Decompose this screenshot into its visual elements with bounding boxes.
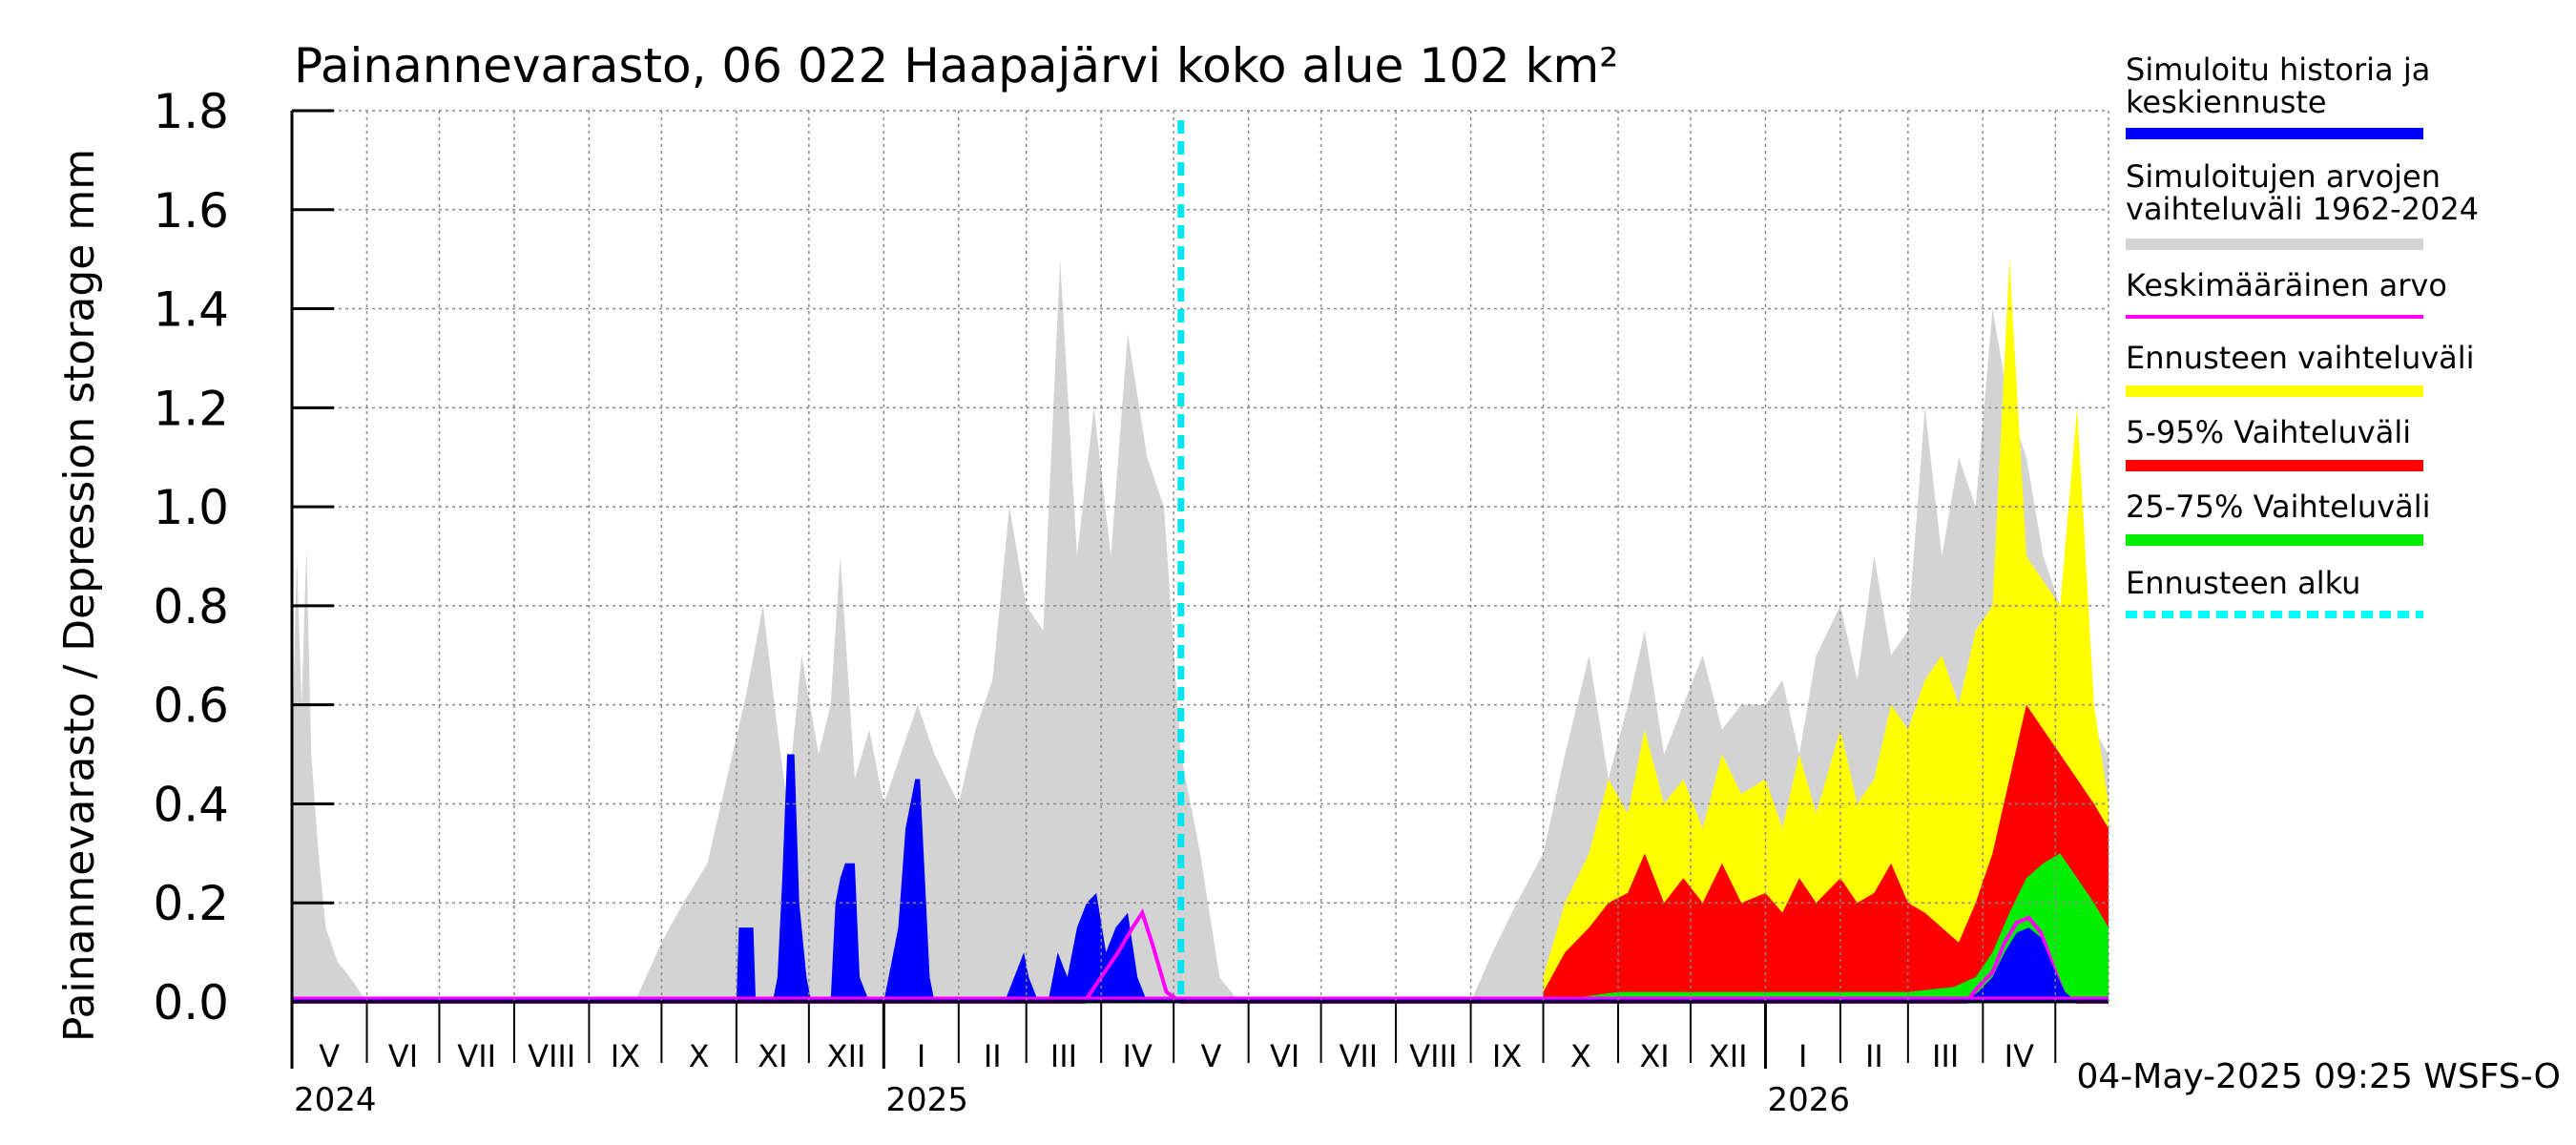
legend-item-6: Ennusteen alku	[2126, 565, 2423, 618]
x-month-label-6: XI	[758, 1038, 787, 1074]
x-month-label-1: VI	[388, 1038, 418, 1074]
legend-label-6: Ennusteen alku	[2126, 565, 2360, 601]
x-month-label-15: VIII	[1409, 1038, 1457, 1074]
axis-ticks: 0.00.20.40.60.81.01.21.41.61.8V VI VII VIII…	[153, 84, 2057, 1119]
x-year-label-0: 2024	[294, 1081, 377, 1119]
series-area-6	[1965, 927, 2109, 1002]
legend-label-0-line2: keskiennuste	[2126, 84, 2327, 120]
legend: Simuloitu historia jakeskiennusteSimuloi…	[2126, 52, 2479, 618]
y-tick-label-7: 1.4	[153, 282, 229, 338]
series-area-1	[1543, 259, 2109, 1003]
x-month-label-0: V	[319, 1038, 340, 1074]
x-month-label-8: I	[917, 1038, 925, 1074]
legend-label-2: Keskimääräinen arvo	[2126, 267, 2447, 303]
x-month-label-22: III	[1932, 1038, 1959, 1074]
y-tick-label-2: 0.4	[153, 777, 229, 832]
x-month-label-13: VI	[1270, 1038, 1299, 1074]
x-month-label-5: X	[689, 1038, 710, 1074]
y-tick-label-6: 1.2	[153, 381, 229, 436]
x-month-label-4: IX	[611, 1038, 640, 1074]
x-month-label-14: VII	[1339, 1038, 1378, 1074]
x-month-label-11: IV	[1123, 1038, 1153, 1074]
legend-item-4: 5-95% Vaihteluväli	[2126, 414, 2423, 471]
x-month-label-18: XI	[1639, 1038, 1669, 1074]
y-tick-label-5: 1.0	[153, 480, 229, 535]
legend-label-4: 5-95% Vaihteluväli	[2126, 414, 2411, 450]
x-month-label-10: III	[1050, 1038, 1077, 1074]
y-tick-label-4: 0.8	[153, 579, 229, 635]
x-month-label-19: XII	[1709, 1038, 1748, 1074]
legend-item-2: Keskimääräinen arvo	[2126, 267, 2447, 319]
y-tick-label-0: 0.0	[153, 975, 229, 1030]
marks-layer	[290, 111, 2109, 1069]
series-area-4	[292, 754, 2109, 1002]
x-month-label-9: II	[984, 1038, 1002, 1074]
x-year-label-2: 2026	[1767, 1081, 1850, 1119]
x-month-label-2: VII	[457, 1038, 496, 1074]
series-line-mean-5	[292, 907, 2109, 1004]
x-month-label-12: V	[1200, 1038, 1221, 1074]
legend-label-1-line2: vaihteluväli 1962-2024	[2126, 191, 2479, 227]
y-tick-label-1: 0.2	[153, 876, 229, 931]
legend-item-5: 25-75% Vaihteluväli	[2126, 489, 2430, 546]
legend-label-1: Simuloitujen arvojen	[2126, 158, 2441, 195]
x-month-label-3: VIII	[528, 1038, 575, 1074]
x-month-label-16: IX	[1492, 1038, 1522, 1074]
x-month-label-7: XII	[827, 1038, 866, 1074]
legend-label-3: Ennusteen vaihteluväli	[2126, 340, 2475, 376]
y-axis-label: Painannevarasto / Depression storage mm	[55, 149, 104, 1042]
x-month-label-17: X	[1570, 1038, 1591, 1074]
x-month-label-20: I	[1798, 1038, 1807, 1074]
x-month-label-21: II	[1865, 1038, 1883, 1074]
series-area-2	[1543, 704, 2109, 1002]
series-layer	[292, 259, 2109, 1004]
footer-timestamp: 04-May-2025 09:25 WSFS-O	[2076, 1057, 2561, 1096]
y-tick-label-8: 1.6	[153, 183, 229, 239]
grid-layer	[291, 110, 2109, 1003]
legend-item-3: Ennusteen vaihteluväli	[2126, 340, 2475, 397]
x-month-label-23: IV	[2005, 1038, 2034, 1074]
legend-label-5: 25-75% Vaihteluväli	[2126, 489, 2430, 525]
chart-title: Painannevarasto, 06 022 Haapajärvi koko …	[294, 38, 1618, 94]
legend-label-0: Simuloitu historia ja	[2126, 52, 2430, 88]
y-tick-label-9: 1.8	[153, 84, 229, 139]
x-year-label-1: 2025	[885, 1081, 968, 1119]
y-tick-label-3: 0.6	[153, 678, 229, 734]
